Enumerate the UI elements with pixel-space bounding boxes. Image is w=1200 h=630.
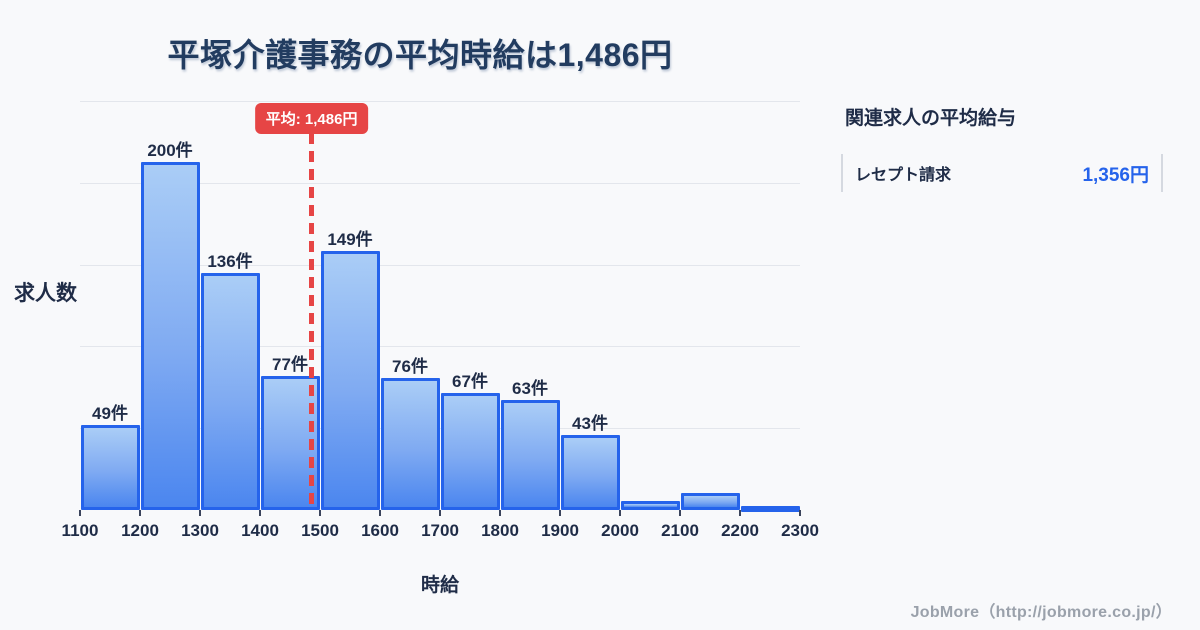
x-axis-tick <box>679 510 681 516</box>
histogram-bar <box>440 393 500 510</box>
x-axis-tick-label: 2300 <box>781 521 819 540</box>
x-axis-tick <box>79 510 81 516</box>
related-job-label: レセプト請求 <box>855 167 952 184</box>
x-axis-tick-label: 1300 <box>181 521 219 540</box>
x-axis-tick <box>739 510 741 516</box>
related-job-row: レセプト請求 1,356円 <box>841 154 1163 192</box>
x-axis-label: 時給 <box>420 575 460 596</box>
x-axis-tick <box>319 510 321 516</box>
histogram-bar <box>140 161 200 510</box>
chart-title: 平塚介護事務の平均時給は1,486円 <box>167 37 673 73</box>
bar-count-label: 200件 <box>147 140 193 160</box>
mean-line <box>309 133 315 510</box>
x-axis-tick-label: 2100 <box>661 521 699 540</box>
x-axis-tick <box>499 510 501 516</box>
x-axis-tick <box>559 510 561 516</box>
histogram-bar <box>80 424 140 510</box>
histogram-bar <box>620 501 680 510</box>
histogram-bar <box>680 492 740 510</box>
y-axis-label: 求人数 <box>14 282 77 305</box>
x-axis-tick <box>379 510 381 516</box>
histogram-bar <box>740 506 800 512</box>
x-axis-tick <box>139 510 141 516</box>
gridline <box>80 264 800 266</box>
bar-count-label: 77件 <box>272 354 308 374</box>
x-axis-tick-label: 2000 <box>601 521 639 540</box>
related-jobs-panel: 関連求人の平均給与 レセプト請求 1,356円 <box>841 103 1171 192</box>
bar-count-label: 63件 <box>512 379 548 399</box>
mean-badge: 平均: 1,486円 <box>254 103 369 134</box>
histogram-bar <box>320 250 380 510</box>
x-axis-tick <box>259 510 261 516</box>
related-job-value: 1,356円 <box>1082 164 1149 186</box>
histogram-bar <box>560 435 620 510</box>
x-axis-tick-label: 1900 <box>541 521 579 540</box>
bar-count-label: 43件 <box>572 414 608 434</box>
x-axis-tick-label: 1400 <box>241 521 279 540</box>
gridline <box>80 428 800 430</box>
site-credit: JobMore（http://jobmore.co.jp/） <box>910 604 1172 621</box>
bar-count-label: 149件 <box>327 229 373 249</box>
x-axis-tick-label: 1700 <box>421 521 459 540</box>
x-axis-tick-label: 1600 <box>361 521 399 540</box>
gridline <box>80 346 800 348</box>
histogram-bar <box>200 273 260 510</box>
x-axis-tick-label: 1500 <box>301 521 339 540</box>
histogram-bar <box>380 377 440 510</box>
gridline <box>80 182 800 184</box>
x-axis-tick-label: 1200 <box>121 521 159 540</box>
x-axis-tick <box>619 510 621 516</box>
x-axis-tick-label: 2200 <box>721 521 759 540</box>
x-axis-tick <box>799 510 801 516</box>
x-axis-tick-label: 1100 <box>61 521 99 540</box>
bar-count-label: 49件 <box>92 403 128 423</box>
x-axis-tick-label: 1800 <box>481 521 519 540</box>
bar-count-label: 136件 <box>207 252 253 272</box>
related-jobs-heading: 関連求人の平均給与 <box>845 108 1017 129</box>
histogram-bar <box>500 400 560 510</box>
bar-count-label: 67件 <box>452 372 488 392</box>
bar-count-label: 76件 <box>392 356 428 376</box>
x-axis-tick <box>439 510 441 516</box>
gridline <box>80 101 800 102</box>
x-axis-tick <box>199 510 201 516</box>
